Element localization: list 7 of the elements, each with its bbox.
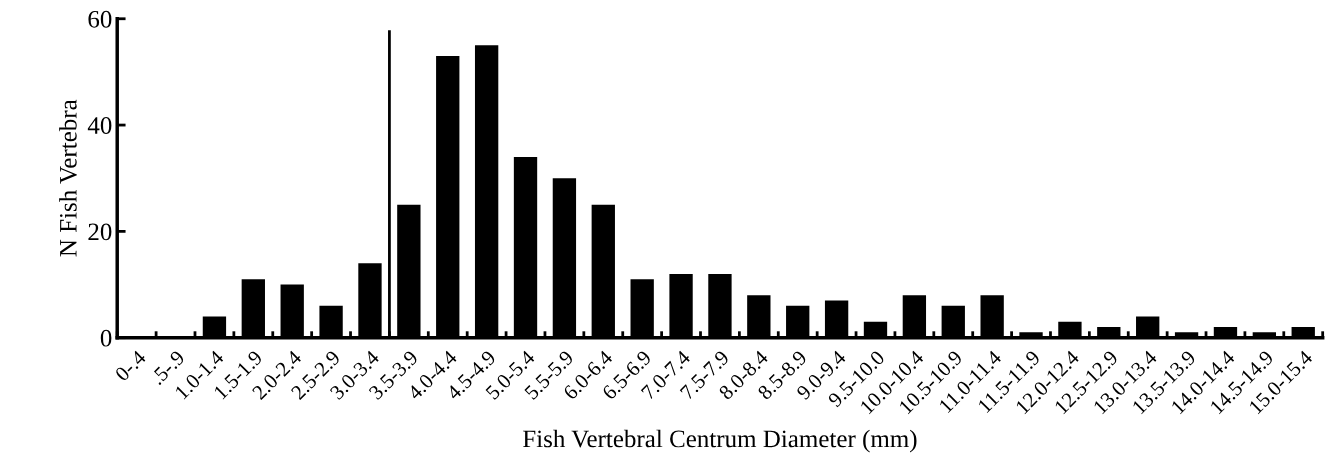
y-tick-label: 0: [100, 329, 112, 347]
y-axis-title: N Fish Vertebra: [59, 99, 77, 257]
y-tick-label: 60: [88, 10, 112, 28]
x-tick-label: 0-.4: [114, 349, 147, 382]
x-axis-title: Fish Vertebral Centrum Diameter (mm): [523, 429, 917, 453]
y-tick-label: 40: [87, 117, 112, 134]
y-tick-label: 20: [88, 223, 112, 241]
